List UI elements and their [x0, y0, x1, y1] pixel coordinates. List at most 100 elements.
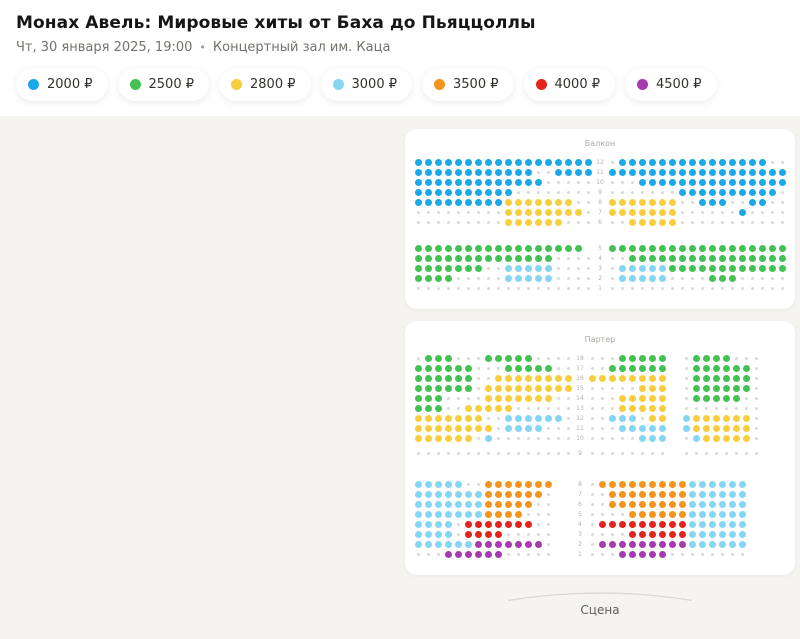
seat-dot[interactable] [768, 188, 776, 196]
seat-dot[interactable] [688, 188, 696, 196]
seat-dot[interactable] [668, 480, 676, 488]
seat-dot[interactable] [738, 520, 746, 528]
seat-dot[interactable] [484, 520, 492, 528]
seat-dot[interactable] [638, 374, 646, 382]
seat-dot[interactable] [454, 198, 462, 206]
seat-dot[interactable] [514, 510, 522, 518]
seat-dot[interactable] [414, 158, 422, 166]
seat-dot[interactable] [544, 374, 552, 382]
seat-dot[interactable] [434, 490, 442, 498]
seat-dot[interactable] [534, 394, 542, 402]
seat-dot[interactable] [444, 384, 452, 392]
seat-dot[interactable] [638, 550, 646, 558]
seat-dot[interactable] [638, 434, 646, 442]
seat-dot[interactable] [514, 178, 522, 186]
seat-dot[interactable] [504, 540, 512, 548]
seat-dot[interactable] [424, 520, 432, 528]
seat-dot[interactable] [524, 178, 532, 186]
seat-dot[interactable] [514, 264, 522, 272]
seat-dot[interactable] [758, 244, 766, 252]
seat-dot[interactable] [668, 500, 676, 508]
seat-dot[interactable] [718, 510, 726, 518]
seat-dot[interactable] [454, 374, 462, 382]
seat-dot[interactable] [444, 550, 452, 558]
seat-dot[interactable] [524, 264, 532, 272]
seat-dot[interactable] [708, 178, 716, 186]
seat-dot[interactable] [514, 500, 522, 508]
seat-dot[interactable] [524, 168, 532, 176]
seat-dot[interactable] [628, 394, 636, 402]
seat-dot[interactable] [698, 178, 706, 186]
seat-dot[interactable] [494, 158, 502, 166]
seat-dot[interactable] [722, 384, 730, 392]
seat-dot[interactable] [534, 414, 542, 422]
seat-dot[interactable] [748, 158, 756, 166]
seat-dot[interactable] [484, 490, 492, 498]
seat-dot[interactable] [464, 500, 472, 508]
seat-dot[interactable] [658, 274, 666, 282]
seat-dot[interactable] [444, 480, 452, 488]
seat-dot[interactable] [524, 490, 532, 498]
seat-dot[interactable] [534, 254, 542, 262]
seat-dot[interactable] [618, 208, 626, 216]
seat-dot[interactable] [494, 244, 502, 252]
seat-dot[interactable] [668, 198, 676, 206]
seat-dot[interactable] [474, 520, 482, 528]
seat-dot[interactable] [722, 434, 730, 442]
seat-dot[interactable] [434, 424, 442, 432]
seat-dot[interactable] [618, 394, 626, 402]
seat-dot[interactable] [484, 158, 492, 166]
seat-dot[interactable] [658, 218, 666, 226]
seat-dot[interactable] [668, 540, 676, 548]
legend-pill[interactable]: 2800 ₽ [219, 68, 311, 101]
seat-dot[interactable] [504, 510, 512, 518]
seat-dot[interactable] [444, 520, 452, 528]
seat-dot[interactable] [424, 364, 432, 372]
seat-dot[interactable] [524, 364, 532, 372]
seat-dot[interactable] [618, 404, 626, 412]
seat-dot[interactable] [708, 168, 716, 176]
seat-dot[interactable] [688, 158, 696, 166]
seat-dot[interactable] [648, 500, 656, 508]
seat-dot[interactable] [608, 500, 616, 508]
seat-dot[interactable] [648, 254, 656, 262]
seat-dot[interactable] [474, 188, 482, 196]
seat-dot[interactable] [414, 434, 422, 442]
legend-pill[interactable]: 4500 ₽ [625, 68, 717, 101]
seat-dot[interactable] [718, 490, 726, 498]
seat-dot[interactable] [678, 178, 686, 186]
seat-dot[interactable] [758, 254, 766, 262]
seat-dot[interactable] [658, 364, 666, 372]
seat-dot[interactable] [658, 198, 666, 206]
seat-dot[interactable] [698, 244, 706, 252]
seat-dot[interactable] [768, 244, 776, 252]
seat-dot[interactable] [564, 208, 572, 216]
seat-dot[interactable] [678, 188, 686, 196]
seat-dot[interactable] [628, 254, 636, 262]
seat-dot[interactable] [444, 374, 452, 382]
seat-dot[interactable] [658, 550, 666, 558]
seat-dot[interactable] [414, 404, 422, 412]
seat-dot[interactable] [454, 158, 462, 166]
seat-dot[interactable] [678, 158, 686, 166]
seat-dot[interactable] [708, 500, 716, 508]
seat-dot[interactable] [638, 530, 646, 538]
seat-dot[interactable] [504, 364, 512, 372]
seat-dot[interactable] [648, 530, 656, 538]
seat-dot[interactable] [434, 530, 442, 538]
seat-dot[interactable] [424, 264, 432, 272]
seat-dot[interactable] [732, 424, 740, 432]
seat-dot[interactable] [424, 168, 432, 176]
seat-dot[interactable] [728, 480, 736, 488]
seat-dot[interactable] [424, 540, 432, 548]
seat-dot[interactable] [728, 530, 736, 538]
seat-dot[interactable] [658, 414, 666, 422]
seat-dot[interactable] [718, 188, 726, 196]
seat-dot[interactable] [688, 480, 696, 488]
seat-dot[interactable] [514, 274, 522, 282]
seat-dot[interactable] [638, 404, 646, 412]
seat-dot[interactable] [732, 434, 740, 442]
seat-dot[interactable] [628, 424, 636, 432]
seat-dot[interactable] [454, 244, 462, 252]
seat-dot[interactable] [514, 490, 522, 498]
